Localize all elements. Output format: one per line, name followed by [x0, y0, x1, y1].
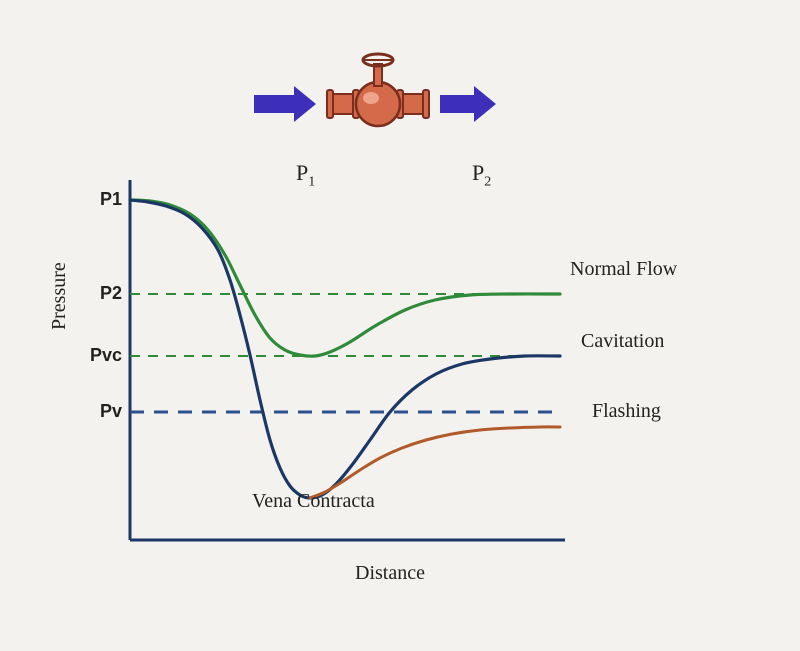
inlet-pressure-label: P1	[296, 160, 315, 190]
p-sub-2: 2	[484, 174, 491, 189]
flow-arrow-in-icon	[254, 86, 316, 122]
flow-arrow-out-icon	[440, 86, 496, 122]
y-axis-label: Pressure	[48, 262, 71, 330]
p-letter: P	[296, 160, 308, 185]
series-label-flashing: Flashing	[592, 400, 661, 423]
series-flashing	[310, 427, 560, 498]
series-label-cavitation: Cavitation	[581, 330, 664, 353]
chart-frame: Pressure Distance P1P2PvcPv Normal FlowC…	[0, 0, 800, 651]
series-label-normal-flow: Normal Flow	[570, 258, 677, 281]
valve-icon	[254, 54, 496, 126]
x-axis-label: Distance	[355, 562, 425, 585]
y-tick-pv: Pv	[72, 401, 122, 422]
y-tick-p1: P1	[72, 189, 122, 210]
vena-contracta-label: Vena Contracta	[252, 490, 375, 513]
pressure-distance-chart	[0, 0, 800, 651]
series-cavitation	[130, 200, 560, 498]
outlet-pressure-label: P2	[472, 160, 491, 190]
y-tick-p2: P2	[72, 283, 122, 304]
p-letter: P	[472, 160, 484, 185]
p-sub-1: 1	[308, 174, 315, 189]
series-normal-flow	[130, 200, 560, 356]
valve-body-icon	[356, 82, 400, 126]
y-tick-pvc: Pvc	[72, 345, 122, 366]
